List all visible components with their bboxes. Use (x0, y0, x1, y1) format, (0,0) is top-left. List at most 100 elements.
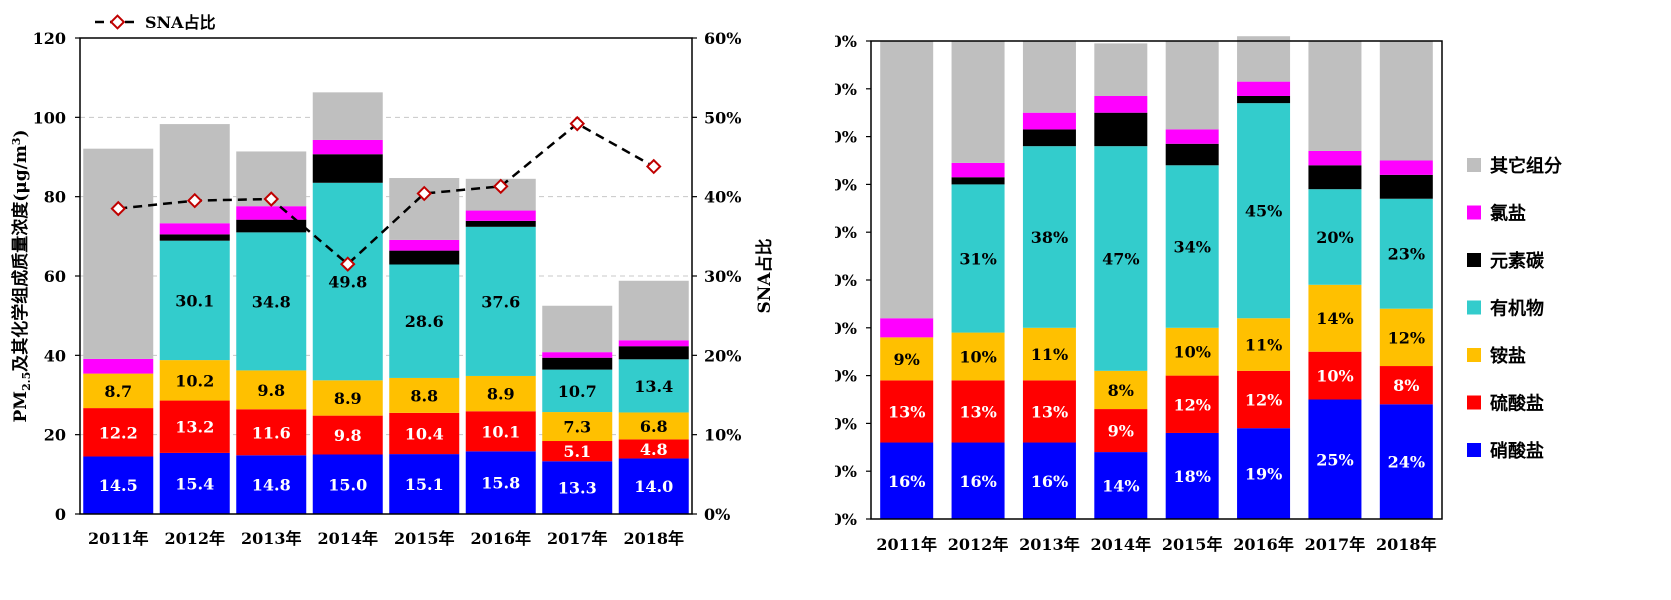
bar-segment (1022, 327, 1076, 381)
bar-segment (951, 442, 1005, 519)
data-label: 8.7 (104, 382, 132, 401)
data-label: 13% (959, 402, 996, 421)
data-label: 28.6 (405, 312, 444, 331)
bar-segment (389, 412, 460, 455)
bar-segment (951, 41, 1005, 163)
data-label: 14% (1316, 309, 1353, 328)
bar-segment (1308, 189, 1362, 285)
bar-segment (618, 412, 689, 440)
x-tick-label: 2013年 (1019, 535, 1080, 554)
data-label: 20% (1316, 228, 1353, 247)
bar-segment (1237, 95, 1291, 104)
bar-segment (1094, 146, 1148, 371)
bar-segment (1094, 95, 1148, 113)
bar-segment (1165, 327, 1219, 376)
data-label: 45% (1245, 202, 1282, 221)
bar-segment (1379, 160, 1433, 175)
bar-segment (618, 280, 689, 341)
y-tick-label: 40% (835, 319, 857, 338)
bar-segment (1094, 43, 1148, 96)
bar-segment (1308, 284, 1362, 352)
bar-segment (1022, 146, 1076, 328)
y2-tick-label: 40% (704, 188, 741, 207)
data-label: 11% (1245, 336, 1282, 355)
bar-segment (542, 441, 613, 462)
legend-swatch (1467, 300, 1481, 315)
y-tick-label: 80 (44, 188, 66, 207)
y-tick-label: 40 (44, 346, 66, 365)
bar-segment (83, 148, 154, 359)
data-label: 13.4 (634, 377, 673, 396)
bar-segment (389, 454, 460, 514)
y-tick-label: 70% (835, 175, 857, 194)
bar-segment (880, 380, 934, 443)
bar-segment (1094, 112, 1148, 147)
bar-segment (1237, 36, 1291, 82)
bar-segment (389, 377, 460, 413)
bar-segment (1308, 150, 1362, 166)
sna-ratio-marker (263, 191, 280, 207)
y-axis-title-superscript: 3 (10, 138, 23, 146)
x-tick-label: 2016年 (1233, 535, 1294, 554)
data-label: 15.8 (481, 474, 520, 493)
legend-swatch (1467, 443, 1481, 457)
bar-segment (236, 206, 307, 220)
x-tick-label: 2015年 (394, 529, 455, 548)
y-tick-label: 80% (835, 128, 857, 147)
bar-segment (951, 380, 1005, 443)
bar-segment (1165, 41, 1219, 130)
legend-marker (109, 14, 126, 30)
y2-tick-label: 50% (704, 108, 741, 127)
sna-ratio-marker (569, 115, 586, 132)
data-label: 34.8 (252, 292, 291, 311)
bar-segment (618, 346, 689, 360)
bar-segment (1308, 399, 1362, 519)
bar-segment (1379, 308, 1433, 367)
data-label: 16% (1031, 472, 1068, 491)
data-label: 18% (1173, 467, 1210, 486)
data-label: 15.0 (328, 475, 367, 494)
bar-segment (1379, 41, 1433, 161)
data-label: 30.1 (175, 291, 214, 310)
y-tick-label: 0 (55, 505, 66, 524)
data-label: 9.8 (334, 426, 362, 445)
data-label: 15.4 (175, 474, 214, 493)
x-tick-label: 2011年 (876, 535, 937, 554)
bar-segment (618, 439, 689, 459)
x-tick-label: 2014年 (317, 529, 378, 548)
legend-label: 硫酸盐 (1490, 393, 1544, 415)
bar-segment (159, 360, 230, 401)
bar-segment (1379, 404, 1433, 519)
legend-swatch (1467, 205, 1481, 220)
bar-segment (1237, 318, 1291, 371)
bar-segment (159, 234, 230, 241)
y-tick-label: 100 (33, 108, 66, 127)
bar-segment (1165, 129, 1219, 144)
bar-segment (465, 411, 536, 452)
data-label: 14.8 (252, 476, 291, 495)
bar-segment (312, 139, 383, 155)
bar-segment (951, 177, 1005, 185)
bar-segment (1379, 174, 1433, 199)
sna-ratio-marker (186, 192, 203, 209)
y-axis-title-part: ) (11, 129, 31, 137)
sna-ratio-marker (416, 185, 433, 202)
data-label: 5.1 (563, 442, 591, 461)
bar-segment (83, 358, 154, 374)
bar-segment (1308, 41, 1362, 151)
bar-segment (1022, 129, 1076, 147)
bar-segment (542, 352, 613, 358)
bar-segment (542, 357, 613, 370)
bar-segment (312, 380, 383, 416)
data-label: 19% (1245, 465, 1282, 484)
sna-ratio-marker (110, 200, 127, 217)
y2-tick-label: 0% (704, 505, 730, 524)
bar-segment (465, 375, 536, 412)
data-label: 13% (888, 402, 925, 421)
bar-segment (312, 182, 383, 381)
legend-label: 其它组分 (1490, 155, 1562, 177)
data-label: 8% (1393, 376, 1419, 395)
data-label: 16% (959, 472, 996, 491)
y-tick-label: 20 (44, 426, 66, 445)
data-label: 9% (1108, 422, 1134, 441)
